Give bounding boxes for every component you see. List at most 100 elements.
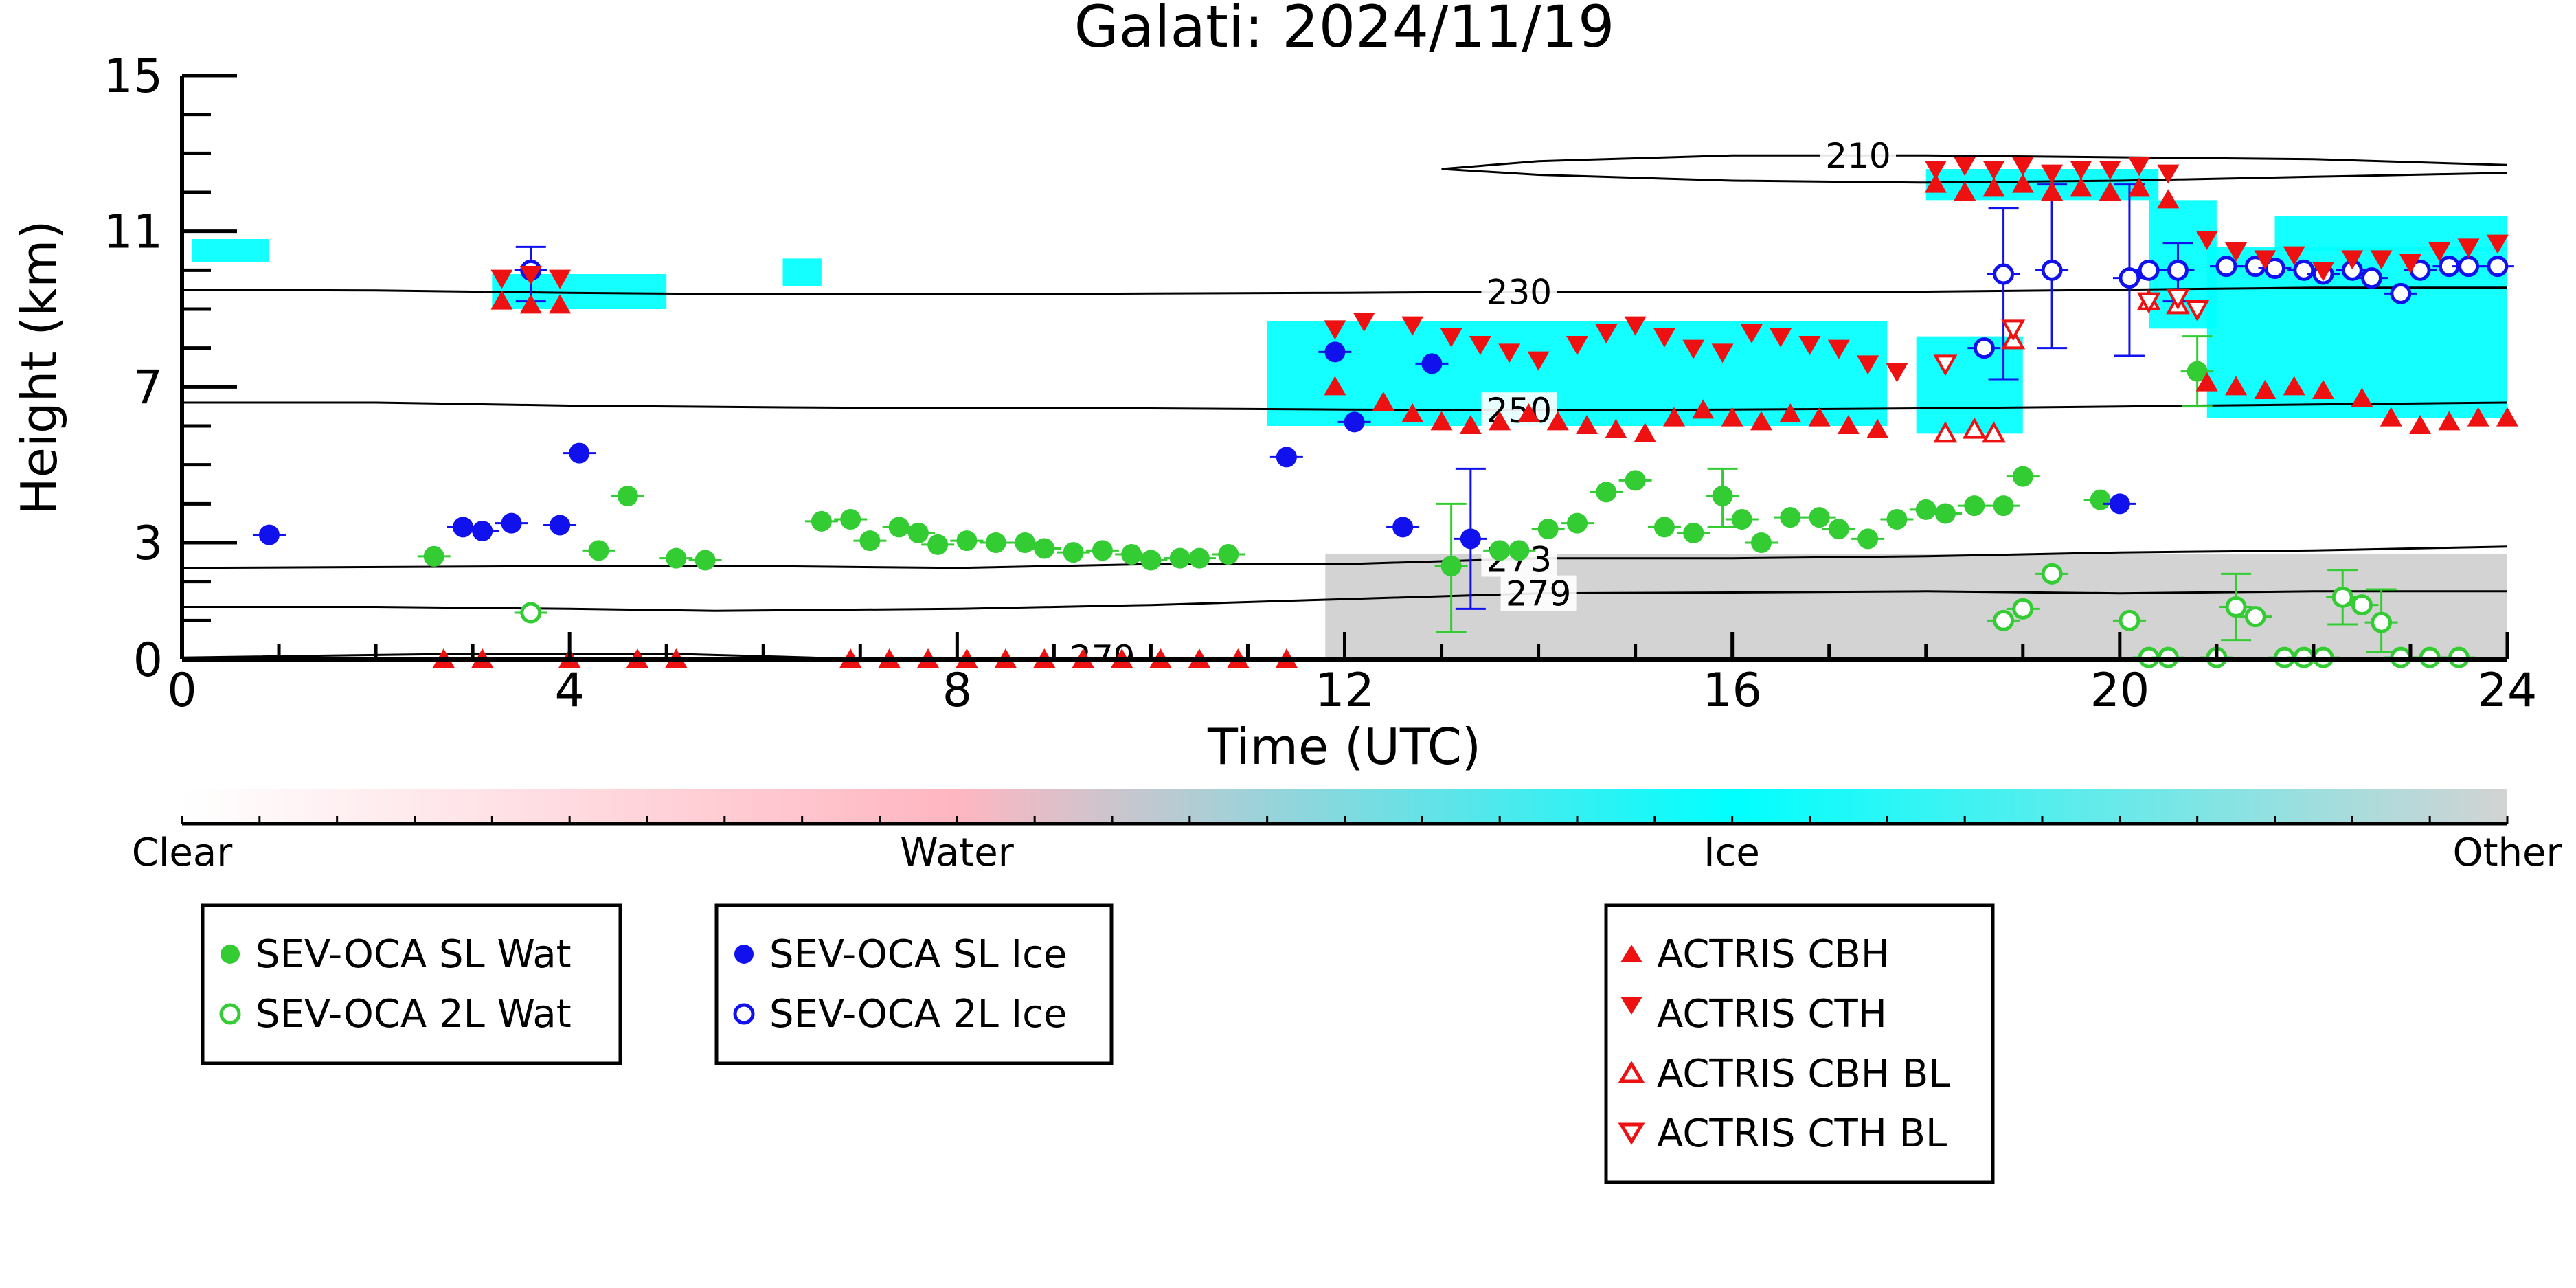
marker-sev-oca-2l-ice [2361, 267, 2383, 289]
contour-label: 230 [1487, 273, 1552, 313]
marker-actris-cbh [1779, 403, 1802, 422]
marker-sev-oca-2l-ice [2215, 256, 2237, 278]
marker-sev-oca-2l-wat [1993, 609, 2015, 631]
legend-marker-2l-water [219, 1003, 241, 1025]
legend-water: SEV-OCA SL Wat SEV-OCA 2L Wat [201, 903, 622, 1065]
y-tick-label: 0 [133, 633, 163, 688]
marker-actris-cth [1827, 339, 1850, 359]
marker-sev-oca-sl-wat [423, 545, 444, 567]
marker-actris-cbh [2467, 407, 2489, 427]
colorbar-ticks [181, 816, 2509, 824]
contour-label-bg [1500, 575, 1577, 611]
marker-actris-cbh-bl [1982, 421, 2006, 443]
marker-actris-cth [1798, 336, 1821, 355]
marker-sev-oca-sl-wat [1440, 556, 1462, 576]
marker-sev-oca-2l-wat [2012, 598, 2034, 620]
marker-sev-oca-sl-ice [2109, 493, 2130, 515]
marker-actris-cth-bl [2166, 289, 2190, 310]
marker-sev-oca-2l-wat [2351, 594, 2373, 616]
y-tick-label: 11 [103, 205, 163, 260]
colorbar: Clear Water Ice Other [132, 789, 2562, 875]
marker-sev-oca-sl-ice [472, 521, 493, 541]
colorbar-label-other: Other [2452, 831, 2562, 875]
marker-actris-cth [2041, 164, 2064, 184]
marker-sev-oca-2l-wat [2041, 563, 2063, 585]
marker-actris-cth [2099, 161, 2121, 180]
legend-marker-2l-ice [733, 1003, 755, 1025]
marker-actris-cth [2225, 242, 2248, 262]
marker-actris-cbh [1866, 418, 1889, 438]
marker-sev-oca-sl-wat [985, 532, 1006, 553]
marker-sev-oca-2l-ice [2458, 256, 2480, 278]
contour-label: 210 [1825, 136, 1890, 176]
marker-sev-oca-sl-wat [1934, 503, 1956, 524]
marker-sev-oca-sl-wat [666, 547, 687, 569]
marker-actris-cth [2195, 231, 2218, 250]
marker-actris-cbh [1924, 173, 1947, 193]
marker-actris-cth [2070, 161, 2092, 180]
marker-actris-cbh [1459, 415, 1482, 434]
marker-sev-oca-sl-ice [501, 512, 522, 534]
axes: 0 4 8 12 16 20 24 0 3 7 11 15 [103, 49, 2537, 718]
marker-actris-cth-bl [1933, 354, 1958, 376]
marker-sev-oca-sl-wat [859, 530, 881, 552]
y-ticks: 0 3 7 11 15 [103, 49, 237, 688]
x-tick-label: 8 [942, 664, 972, 718]
marker-sev-oca-sl-wat [927, 534, 949, 555]
marker-actris-cth [2428, 242, 2451, 262]
marker-actris-cth-bl [2185, 300, 2210, 322]
marker-actris-cth [1566, 336, 1588, 355]
marker-sev-oca-sl-wat [588, 540, 609, 561]
marker-sev-oca-sl-wat [1809, 507, 1830, 528]
legend-box [1604, 903, 1995, 1184]
marker-actris-cbh [1576, 415, 1598, 434]
marker-sev-oca-2l-ice [2264, 258, 2285, 279]
legend-label-sl-water: SEV-OCA SL Wat [256, 932, 572, 977]
legend-marker-cth-bl [1618, 1122, 1645, 1145]
marker-sev-oca-sl-wat [1015, 532, 1036, 553]
marker-sev-oca-sl-wat [811, 510, 832, 532]
marker-sev-oca-2l-ice [2487, 256, 2509, 278]
marker-actris-cbh [2351, 387, 2373, 407]
marker-sev-oca-sl-wat [1509, 540, 1530, 561]
marker-actris-cbh [490, 290, 513, 310]
marker-actris-cth-bl [2136, 292, 2161, 314]
y-tick-label: 3 [133, 517, 163, 571]
marker-sev-oca-sl-wat [1653, 517, 1675, 538]
marker-actris-cth [1857, 355, 1879, 375]
marker-actris-cth [1711, 343, 1734, 363]
marker-actris-cbh [2496, 407, 2518, 427]
marker-actris-cbh [2070, 177, 2092, 197]
legend-marker-sl-water [221, 945, 240, 964]
marker-sev-oca-sl-wat [1567, 512, 1588, 534]
legend-label-cth: ACTRIS CTH [1657, 992, 1887, 1037]
marker-sev-oca-sl-ice [258, 524, 280, 545]
marker-sev-oca-sl-wat [1857, 528, 1879, 550]
marker-actris-cbh [1517, 403, 1540, 422]
marker-actris-cbh [2157, 189, 2180, 209]
marker-sev-oca-sl-wat [907, 522, 929, 543]
marker-sev-oca-2l-ice [2293, 259, 2315, 281]
legend-box [714, 903, 1114, 1065]
marker-sev-oca-sl-wat [1121, 544, 1142, 565]
marker-sev-oca-2l-ice [1993, 263, 2015, 285]
marker-actris-cth [2457, 238, 2480, 258]
contour-label-bg [1064, 640, 1140, 659]
marker-actris-cth [1353, 313, 1375, 332]
marker-sev-oca-sl-wat [1828, 519, 1849, 540]
ice-region [782, 258, 822, 286]
marker-actris-cth [1653, 328, 1675, 348]
marker-sev-oca-sl-wat [1886, 509, 1908, 530]
marker-actris-cth [1527, 351, 1550, 371]
marker-actris-cth [1682, 339, 1705, 359]
contour-line [182, 590, 2507, 612]
colorbar-label-clear: Clear [132, 831, 233, 875]
legend-label-cth-bl: ACTRIS CTH BL [1657, 1111, 1947, 1156]
marker-actris-cbh [2041, 181, 2064, 201]
marker-sev-oca-sl-wat [1188, 547, 1210, 569]
marker-actris-cbh [1721, 407, 1743, 427]
y-axis-label: Height (km) [10, 221, 68, 515]
ice-region [1916, 336, 2023, 434]
contour-label-bg [1820, 137, 1897, 174]
